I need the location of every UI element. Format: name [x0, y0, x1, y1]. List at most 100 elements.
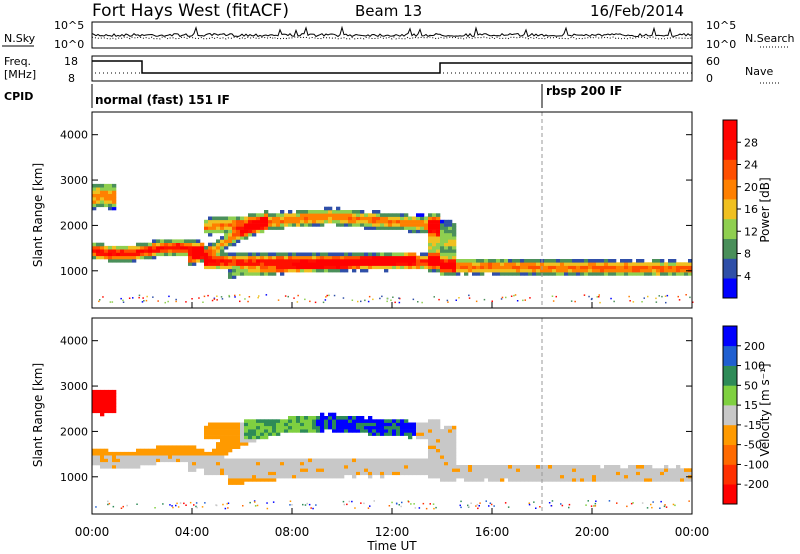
- power-cell: [376, 252, 381, 257]
- velocity-cell: [368, 416, 373, 420]
- power-cell: [604, 272, 609, 276]
- velocity-cell: [296, 474, 301, 479]
- velocity-cell: [136, 455, 141, 459]
- power-cell: [336, 210, 341, 214]
- velocity-cell: [248, 465, 253, 469]
- power-cell: [224, 255, 229, 260]
- velocity-cell: [124, 465, 129, 469]
- power-cell: [264, 268, 269, 273]
- power-cell: [568, 272, 573, 276]
- velocity-cell: [268, 429, 273, 433]
- velocity-cell: [592, 478, 597, 482]
- velocity-cell: [428, 451, 433, 456]
- velocity-cell: [336, 425, 341, 430]
- velocity-noise-cell: [395, 502, 398, 505]
- velocity-cell: [256, 465, 261, 469]
- velocity-cell: [444, 478, 449, 482]
- velocity-cell: [676, 474, 681, 479]
- velocity-cell: [348, 419, 353, 423]
- velocity-cell: [448, 455, 453, 459]
- power-cell: [232, 216, 237, 221]
- power-cell: [108, 252, 113, 257]
- power-cell: [376, 213, 381, 217]
- velocity-cell: [528, 468, 533, 472]
- velocity-cell: [216, 458, 221, 463]
- power-cell: [156, 245, 161, 250]
- power-cell: [672, 259, 677, 263]
- velocity-cell: [148, 451, 153, 456]
- velocity-cell: [224, 425, 229, 430]
- power-cell: [564, 272, 569, 276]
- power-cell: [108, 196, 113, 201]
- velocity-cell: [356, 461, 361, 466]
- power-cell: [612, 272, 617, 276]
- velocity-cell: [232, 468, 237, 472]
- power-cell: [236, 272, 241, 276]
- power-cell: [676, 272, 681, 276]
- velocity-cell: [100, 402, 105, 407]
- velocity-cell: [248, 461, 253, 466]
- velocity-cell: [128, 451, 133, 456]
- power-cell: [428, 245, 433, 250]
- velocity-cell: [584, 465, 589, 469]
- power-cell: [92, 242, 97, 247]
- power-cell: [432, 216, 437, 221]
- velocity-cell: [392, 422, 397, 427]
- velocity-cell: [656, 468, 661, 472]
- power-cell: [456, 259, 461, 263]
- nsky-tick-bottom: 10^0: [54, 38, 84, 51]
- velocity-cell: [264, 471, 269, 476]
- velocity-cell: [400, 461, 405, 466]
- velocity-cell: [148, 458, 153, 463]
- velocity-cell: [152, 458, 157, 463]
- power-cell: [212, 262, 217, 266]
- power-noise-cell: [458, 297, 460, 299]
- power-cell: [204, 265, 209, 270]
- velocity-cell: [260, 478, 265, 482]
- power-cell: [232, 236, 237, 240]
- power-cell: [348, 223, 353, 227]
- power-cell: [512, 268, 517, 273]
- power-cell: [100, 196, 105, 201]
- power-cell: [108, 190, 113, 194]
- power-noise-cell: [386, 297, 389, 300]
- velocity-cell: [372, 471, 377, 476]
- power-cell: [248, 229, 253, 234]
- velocity-cell: [368, 474, 373, 479]
- velocity-cell: [188, 458, 193, 463]
- power-cell: [308, 265, 313, 270]
- power-cell: [236, 255, 241, 260]
- power-panel-frame: [91, 111, 693, 309]
- velocity-cell: [468, 471, 473, 476]
- power-noise-cell: [491, 300, 493, 302]
- power-cell: [216, 216, 221, 221]
- velocity-cell: [252, 478, 257, 482]
- velocity-cell: [220, 455, 225, 459]
- power-cell: [344, 219, 349, 224]
- velocity-cell: [532, 468, 537, 472]
- velocity-cell: [460, 465, 465, 469]
- velocity-cell: [320, 422, 325, 427]
- power-cell: [220, 229, 225, 234]
- velocity-cell: [576, 465, 581, 469]
- power-cell: [424, 262, 429, 266]
- velocity-noise-cell: [641, 502, 644, 504]
- velocity-cell: [228, 465, 233, 469]
- power-cell: [236, 268, 241, 273]
- power-cell: [448, 262, 453, 266]
- velocity-cell: [164, 451, 169, 456]
- velocity-noise-cell: [154, 507, 156, 509]
- power-cell: [652, 268, 657, 273]
- velocity-cell: [496, 465, 501, 469]
- power-cell: [320, 252, 325, 257]
- velocity-cell: [344, 429, 349, 433]
- velocity-cell: [372, 432, 377, 436]
- nsearch-tick-bottom: 10^0: [706, 38, 736, 51]
- velocity-cell: [428, 461, 433, 466]
- power-cell: [272, 213, 277, 217]
- power-cell: [204, 262, 209, 266]
- power-noise-cell: [360, 300, 362, 303]
- power-cell: [244, 236, 249, 240]
- velocity-cell: [96, 455, 101, 459]
- power-cell: [112, 252, 117, 257]
